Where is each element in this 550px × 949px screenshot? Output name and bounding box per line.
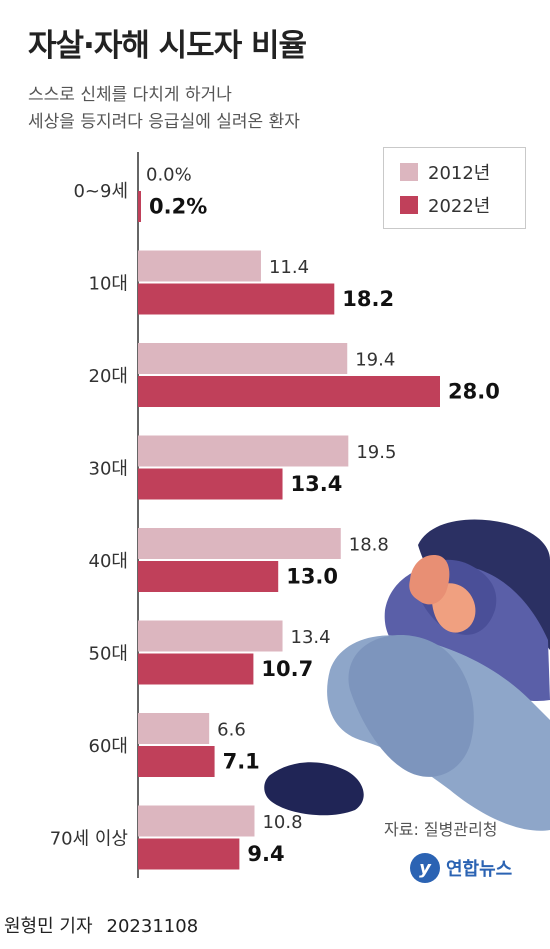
subtitle-line-1: 스스로 신체를 다치게 하거나: [28, 85, 232, 105]
data-label-2022년-0: 0.2%: [149, 195, 207, 219]
chart-title: 자살·자해 시도자 비율: [28, 28, 307, 64]
bar-2012년-6: [138, 713, 210, 744]
data-label-2012년-1: 11.4: [269, 257, 309, 278]
data-label-2012년-6: 6.6: [217, 720, 246, 741]
bar-2012년-7: [138, 805, 255, 837]
data-label-2022년-1: 18.2: [342, 287, 394, 311]
data-label-2022년-6: 7.1: [223, 750, 260, 774]
data-label-2012년-0: 0.0%: [146, 165, 192, 186]
person-illustration: [264, 519, 550, 831]
yonhap-logo-icon: y: [410, 853, 440, 883]
data-label-2012년-4: 18.8: [349, 535, 389, 556]
data-label-2012년-7: 10.8: [262, 812, 302, 833]
category-label-0: 0~9세: [73, 181, 128, 202]
bar-2022년-6: [138, 746, 215, 777]
byline-date: 20231108: [106, 916, 199, 937]
data-label-2022년-2: 28.0: [448, 380, 500, 404]
data-label-2012년-2: 19.4: [355, 350, 395, 371]
category-label-3: 30대: [89, 459, 128, 480]
yonhap-logo-text: 연합뉴스: [446, 859, 513, 880]
yonhap-logo: y 연합뉴스: [410, 850, 512, 886]
chart-subtitle: 스스로 신체를 다치게 하거나 세상을 등지려다 응급실에 실려온 환자: [28, 82, 300, 136]
bar-group: 0~9세 0.0% 0.2% 10대 11.4 18.2 20대 19.4 28.0 30대 19.…: [50, 152, 500, 878]
legend-swatch-2012: [400, 163, 418, 181]
legend: 2012년 2022년: [383, 147, 526, 229]
category-label-7: 70세 이상: [50, 829, 128, 850]
bar-2012년-3: [138, 435, 349, 467]
bar-2022년-3: [138, 468, 283, 500]
data-label-2022년-7: 9.4: [247, 842, 284, 866]
legend-label-2012: 2012년: [428, 163, 491, 184]
byline-author: 원형민 기자: [4, 916, 93, 937]
data-label-2012년-5: 13.4: [291, 627, 331, 648]
data-label-2022년-4: 13.0: [286, 565, 338, 589]
bar-2022년-2: [138, 376, 440, 407]
category-label-6: 60대: [89, 736, 128, 757]
legend-swatch-2022: [400, 196, 418, 214]
bar-2022년-1: [138, 283, 335, 315]
bar-2012년-1: [138, 250, 261, 282]
legend-item-2012: 2012년: [400, 160, 490, 184]
source-note: 자료: 질병관리청: [384, 820, 498, 839]
bar-2022년-0: [138, 191, 141, 222]
subtitle-line-2: 세상을 등지려다 응급실에 실려온 환자: [28, 112, 300, 132]
data-label-2022년-3: 13.4: [291, 472, 343, 496]
bar-2022년-4: [138, 561, 279, 592]
legend-item-2022: 2022년: [400, 193, 490, 217]
bar-2012년-2: [138, 343, 348, 374]
data-label-2012년-3: 19.5: [356, 442, 396, 463]
legend-label-2022: 2022년: [428, 196, 491, 217]
bar-2012년-4: [138, 528, 341, 559]
category-label-1: 10대: [89, 274, 128, 295]
byline: 원형민 기자 20231108: [4, 912, 198, 938]
category-label-4: 40대: [89, 551, 128, 572]
bar-2022년-5: [138, 653, 254, 685]
bar-2012년-5: [138, 620, 283, 652]
data-label-2022년-5: 10.7: [261, 657, 313, 681]
bar-2022년-7: [138, 838, 240, 870]
category-label-2: 20대: [89, 366, 128, 387]
category-label-5: 50대: [89, 644, 128, 665]
